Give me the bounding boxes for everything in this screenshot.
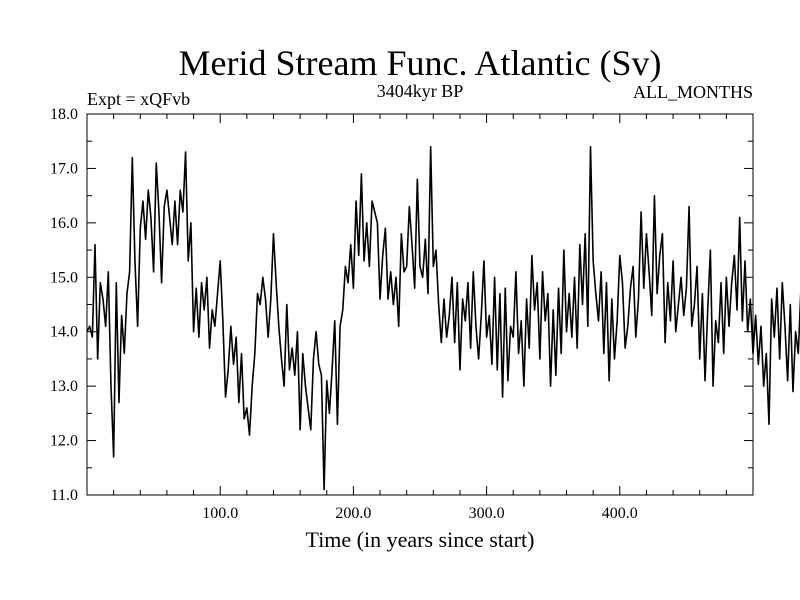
axis-ticks: [87, 113, 753, 496]
y-tick-label: 18.0: [50, 106, 78, 123]
y-tick-label: 16.0: [50, 215, 78, 232]
y-tick-label: 12.0: [50, 433, 78, 450]
y-tick-label: 17.0: [50, 160, 78, 177]
axis-tick-labels: 11.0 12.0 13.0 14.0 15.0 16.0 17.0 18.0 100.0 200…: [50, 106, 638, 522]
x-tick-label: 400.0: [602, 505, 638, 522]
x-axis-label: Time (in years since start): [306, 527, 535, 552]
chart-title: Merid Stream Func. Atlantic (Sv): [179, 43, 662, 83]
x-tick-label: 200.0: [335, 505, 371, 522]
x-tick-label: 300.0: [469, 505, 505, 522]
y-tick-label: 11.0: [51, 487, 78, 504]
period-label: 3404kyr BP: [377, 81, 464, 101]
months-label: ALL_MONTHS: [633, 82, 753, 102]
y-tick-label: 13.0: [50, 378, 78, 395]
y-tick-label: 15.0: [50, 269, 78, 286]
experiment-label: Expt = xQFvb: [87, 89, 190, 109]
plot-frame: [86, 113, 754, 496]
series-line: [86, 145, 800, 491]
x-tick-label: 100.0: [202, 505, 238, 522]
y-tick-label: 14.0: [50, 324, 78, 341]
